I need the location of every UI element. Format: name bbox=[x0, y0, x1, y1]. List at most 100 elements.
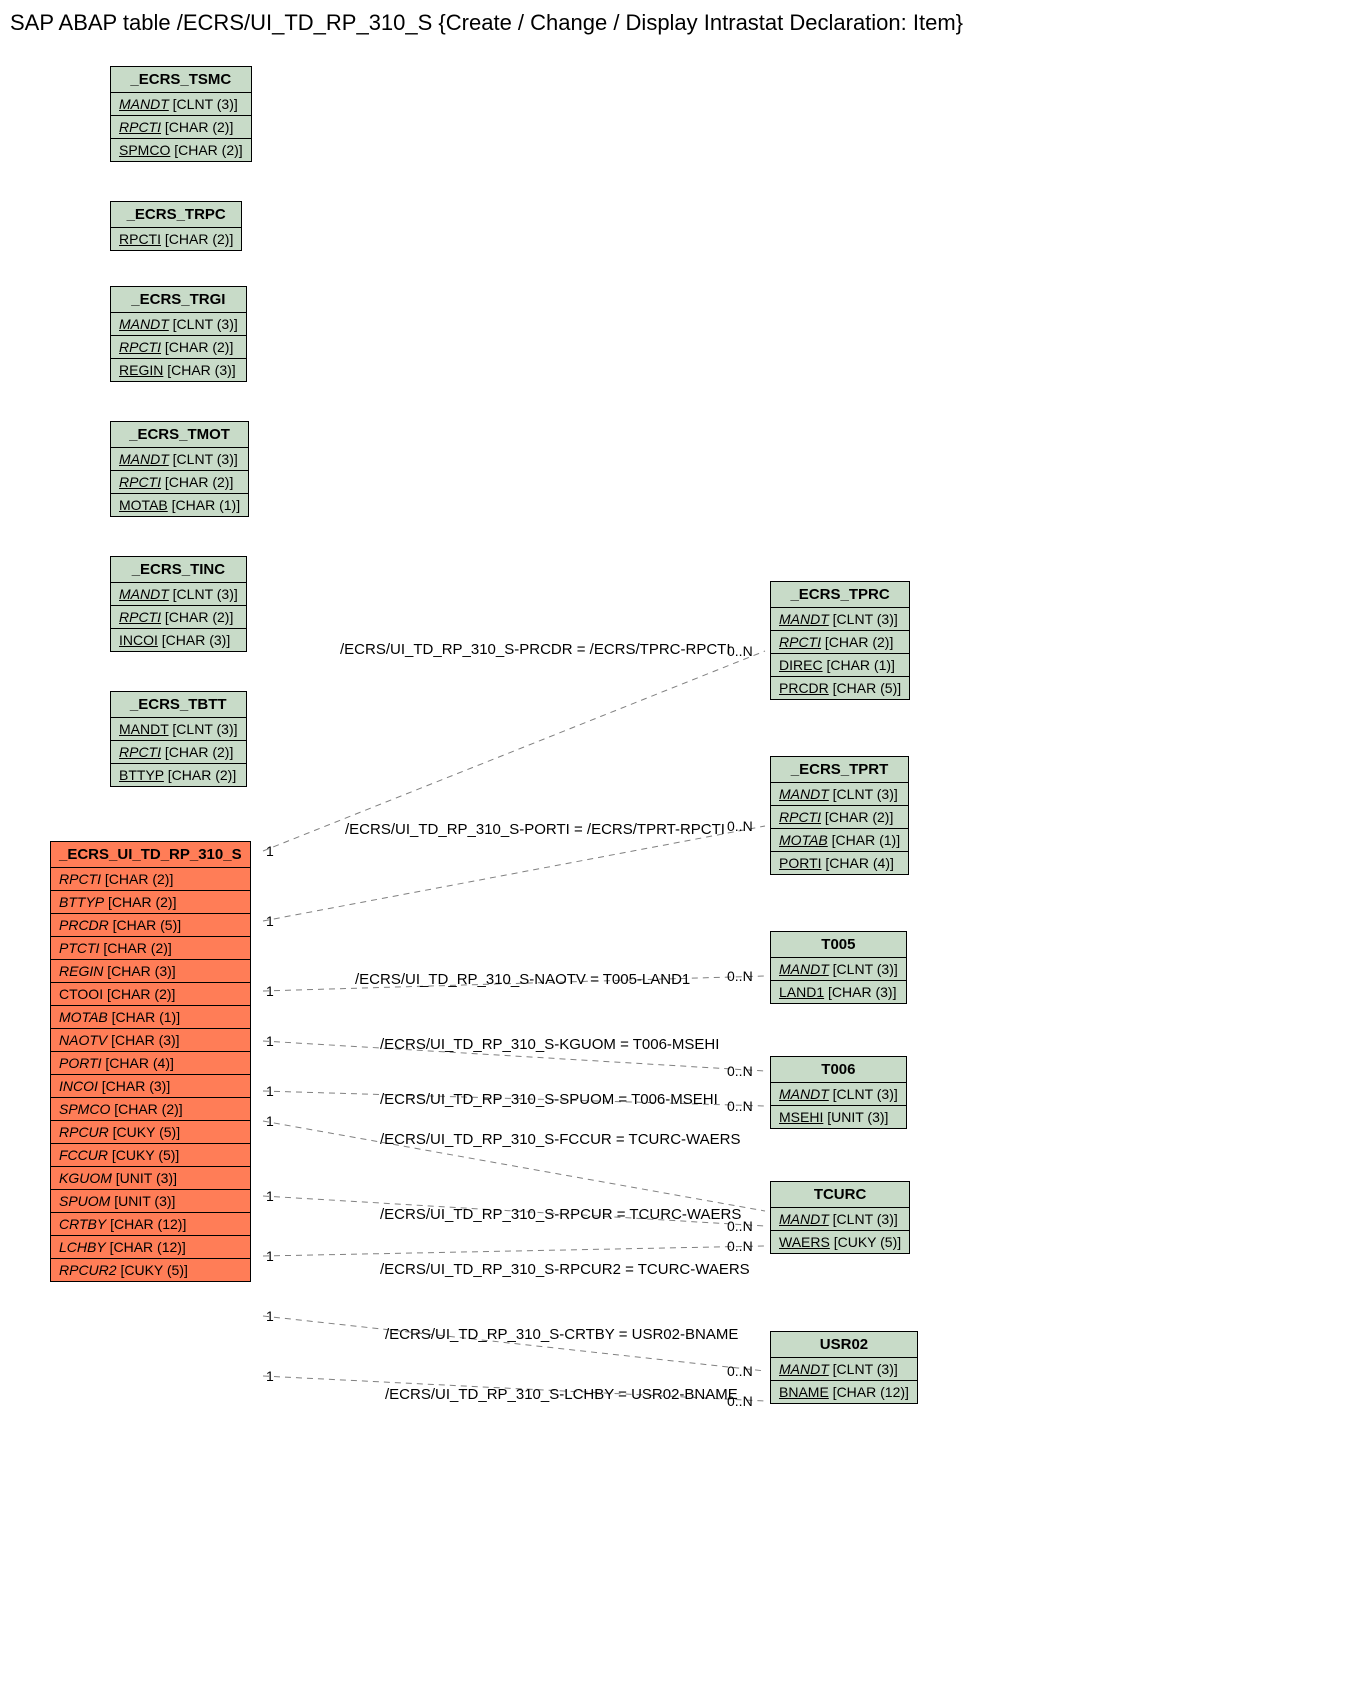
entity-field: CRTBY [CHAR (12)] bbox=[51, 1213, 250, 1236]
entity-field: MOTAB [CHAR (1)] bbox=[771, 829, 908, 852]
edge-label: /ECRS/UI_TD_RP_310_S-SPUOM = T006-MSEHI bbox=[380, 1091, 718, 1108]
diagram-canvas: _ECRS_TSMCMANDT [CLNT (3)]RPCTI [CHAR (2… bbox=[10, 51, 1335, 1691]
entity-usr02: USR02MANDT [CLNT (3)]BNAME [CHAR (12)] bbox=[770, 1331, 918, 1404]
entity-field: SPUOM [UNIT (3)] bbox=[51, 1190, 250, 1213]
cardinality-dst: 0..N bbox=[727, 1363, 753, 1379]
cardinality-dst: 0..N bbox=[727, 1218, 753, 1234]
entity-field: REGIN [CHAR (3)] bbox=[111, 359, 246, 381]
cardinality-dst: 0..N bbox=[727, 1238, 753, 1254]
entity-field: MANDT [CLNT (3)] bbox=[771, 783, 908, 806]
entity-field: CTOOI [CHAR (2)] bbox=[51, 983, 250, 1006]
entity-field: PORTI [CHAR (4)] bbox=[771, 852, 908, 874]
entity-trpc: _ECRS_TRPCRPCTI [CHAR (2)] bbox=[110, 201, 242, 251]
entity-field: REGIN [CHAR (3)] bbox=[51, 960, 250, 983]
entity-field: RPCUR [CUKY (5)] bbox=[51, 1121, 250, 1144]
cardinality-src: 1 bbox=[266, 1033, 274, 1049]
entity-field: RPCTI [CHAR (2)] bbox=[771, 631, 909, 654]
entity-field: SPMCO [CHAR (2)] bbox=[111, 139, 251, 161]
cardinality-dst: 0..N bbox=[727, 818, 753, 834]
entity-field: RPCTI [CHAR (2)] bbox=[111, 606, 246, 629]
entity-main: _ECRS_UI_TD_RP_310_SRPCTI [CHAR (2)]BTTY… bbox=[50, 841, 251, 1282]
entity-field: WAERS [CUKY (5)] bbox=[771, 1231, 909, 1253]
cardinality-dst: 0..N bbox=[727, 968, 753, 984]
edge-label: /ECRS/UI_TD_RP_310_S-KGUOM = T006-MSEHI bbox=[380, 1036, 719, 1053]
cardinality-src: 1 bbox=[266, 983, 274, 999]
entity-header: USR02 bbox=[771, 1332, 917, 1358]
cardinality-src: 1 bbox=[266, 1113, 274, 1129]
edge-label: /ECRS/UI_TD_RP_310_S-NAOTV = T005-LAND1 bbox=[355, 971, 690, 988]
entity-field: PRCDR [CHAR (5)] bbox=[771, 677, 909, 699]
entity-header: _ECRS_TPRT bbox=[771, 757, 908, 783]
entity-field: INCOI [CHAR (3)] bbox=[111, 629, 246, 651]
edge-label: /ECRS/UI_TD_RP_310_S-PRCDR = /ECRS/TPRC-… bbox=[340, 641, 731, 658]
entity-field: MSEHI [UNIT (3)] bbox=[771, 1106, 906, 1128]
entity-header: _ECRS_TRPC bbox=[111, 202, 241, 228]
entity-field: RPCTI [CHAR (2)] bbox=[111, 336, 246, 359]
edge-label: /ECRS/UI_TD_RP_310_S-RPCUR2 = TCURC-WAER… bbox=[380, 1261, 750, 1278]
entity-field: MANDT [CLNT (3)] bbox=[111, 313, 246, 336]
entity-field: RPCTI [CHAR (2)] bbox=[111, 741, 246, 764]
entity-tinc: _ECRS_TINCMANDT [CLNT (3)]RPCTI [CHAR (2… bbox=[110, 556, 247, 652]
entity-field: MANDT [CLNT (3)] bbox=[771, 1083, 906, 1106]
entity-header: T005 bbox=[771, 932, 906, 958]
entity-field: FCCUR [CUKY (5)] bbox=[51, 1144, 250, 1167]
entity-t005: T005MANDT [CLNT (3)]LAND1 [CHAR (3)] bbox=[770, 931, 907, 1004]
entity-field: MANDT [CLNT (3)] bbox=[111, 583, 246, 606]
entity-header: _ECRS_TSMC bbox=[111, 67, 251, 93]
entity-tsmc: _ECRS_TSMCMANDT [CLNT (3)]RPCTI [CHAR (2… bbox=[110, 66, 252, 162]
entity-header: _ECRS_TRGI bbox=[111, 287, 246, 313]
cardinality-src: 1 bbox=[266, 1248, 274, 1264]
entity-field: MANDT [CLNT (3)] bbox=[771, 608, 909, 631]
entity-field: INCOI [CHAR (3)] bbox=[51, 1075, 250, 1098]
entity-field: MANDT [CLNT (3)] bbox=[111, 718, 246, 741]
cardinality-src: 1 bbox=[266, 1188, 274, 1204]
entity-field: PORTI [CHAR (4)] bbox=[51, 1052, 250, 1075]
entity-field: RPCTI [CHAR (2)] bbox=[771, 806, 908, 829]
entity-header: TCURC bbox=[771, 1182, 909, 1208]
entity-field: RPCTI [CHAR (2)] bbox=[51, 868, 250, 891]
edge-label: /ECRS/UI_TD_RP_310_S-CRTBY = USR02-BNAME bbox=[385, 1326, 738, 1343]
entity-header: _ECRS_UI_TD_RP_310_S bbox=[51, 842, 250, 868]
entity-field: RPCTI [CHAR (2)] bbox=[111, 228, 241, 250]
cardinality-src: 1 bbox=[266, 1368, 274, 1384]
entity-field: RPCUR2 [CUKY (5)] bbox=[51, 1259, 250, 1281]
entity-header: _ECRS_TBTT bbox=[111, 692, 246, 718]
entity-t006: T006MANDT [CLNT (3)]MSEHI [UNIT (3)] bbox=[770, 1056, 907, 1129]
entity-header: _ECRS_TPRC bbox=[771, 582, 909, 608]
entity-field: MOTAB [CHAR (1)] bbox=[51, 1006, 250, 1029]
cardinality-src: 1 bbox=[266, 1308, 274, 1324]
entity-tprc: _ECRS_TPRCMANDT [CLNT (3)]RPCTI [CHAR (2… bbox=[770, 581, 910, 700]
entity-field: SPMCO [CHAR (2)] bbox=[51, 1098, 250, 1121]
entity-field: MANDT [CLNT (3)] bbox=[771, 958, 906, 981]
entity-trgi: _ECRS_TRGIMANDT [CLNT (3)]RPCTI [CHAR (2… bbox=[110, 286, 247, 382]
entity-field: MANDT [CLNT (3)] bbox=[111, 448, 248, 471]
edge-label: /ECRS/UI_TD_RP_310_S-PORTI = /ECRS/TPRT-… bbox=[345, 821, 725, 838]
entity-field: LAND1 [CHAR (3)] bbox=[771, 981, 906, 1003]
entity-field: LCHBY [CHAR (12)] bbox=[51, 1236, 250, 1259]
entity-field: MOTAB [CHAR (1)] bbox=[111, 494, 248, 516]
cardinality-dst: 0..N bbox=[727, 1063, 753, 1079]
entity-field: MANDT [CLNT (3)] bbox=[111, 93, 251, 116]
entity-tprt: _ECRS_TPRTMANDT [CLNT (3)]RPCTI [CHAR (2… bbox=[770, 756, 909, 875]
entity-field: MANDT [CLNT (3)] bbox=[771, 1208, 909, 1231]
entity-header: _ECRS_TINC bbox=[111, 557, 246, 583]
cardinality-src: 1 bbox=[266, 913, 274, 929]
entity-tmot: _ECRS_TMOTMANDT [CLNT (3)]RPCTI [CHAR (2… bbox=[110, 421, 249, 517]
entity-field: PTCTI [CHAR (2)] bbox=[51, 937, 250, 960]
entity-field: BNAME [CHAR (12)] bbox=[771, 1381, 917, 1403]
entity-field: MANDT [CLNT (3)] bbox=[771, 1358, 917, 1381]
entity-tcurc: TCURCMANDT [CLNT (3)]WAERS [CUKY (5)] bbox=[770, 1181, 910, 1254]
entity-tbtt: _ECRS_TBTTMANDT [CLNT (3)]RPCTI [CHAR (2… bbox=[110, 691, 247, 787]
cardinality-src: 1 bbox=[266, 843, 274, 859]
entity-field: PRCDR [CHAR (5)] bbox=[51, 914, 250, 937]
entity-field: DIREC [CHAR (1)] bbox=[771, 654, 909, 677]
entity-field: RPCTI [CHAR (2)] bbox=[111, 116, 251, 139]
entity-field: NAOTV [CHAR (3)] bbox=[51, 1029, 250, 1052]
cardinality-dst: 0..N bbox=[727, 1098, 753, 1114]
cardinality-dst: 0..N bbox=[727, 643, 753, 659]
entity-field: RPCTI [CHAR (2)] bbox=[111, 471, 248, 494]
edge-label: /ECRS/UI_TD_RP_310_S-FCCUR = TCURC-WAERS bbox=[380, 1131, 741, 1148]
edge-label: /ECRS/UI_TD_RP_310_S-LCHBY = USR02-BNAME bbox=[385, 1386, 738, 1403]
entity-field: BTTYP [CHAR (2)] bbox=[111, 764, 246, 786]
page-title: SAP ABAP table /ECRS/UI_TD_RP_310_S {Cre… bbox=[10, 10, 1345, 36]
